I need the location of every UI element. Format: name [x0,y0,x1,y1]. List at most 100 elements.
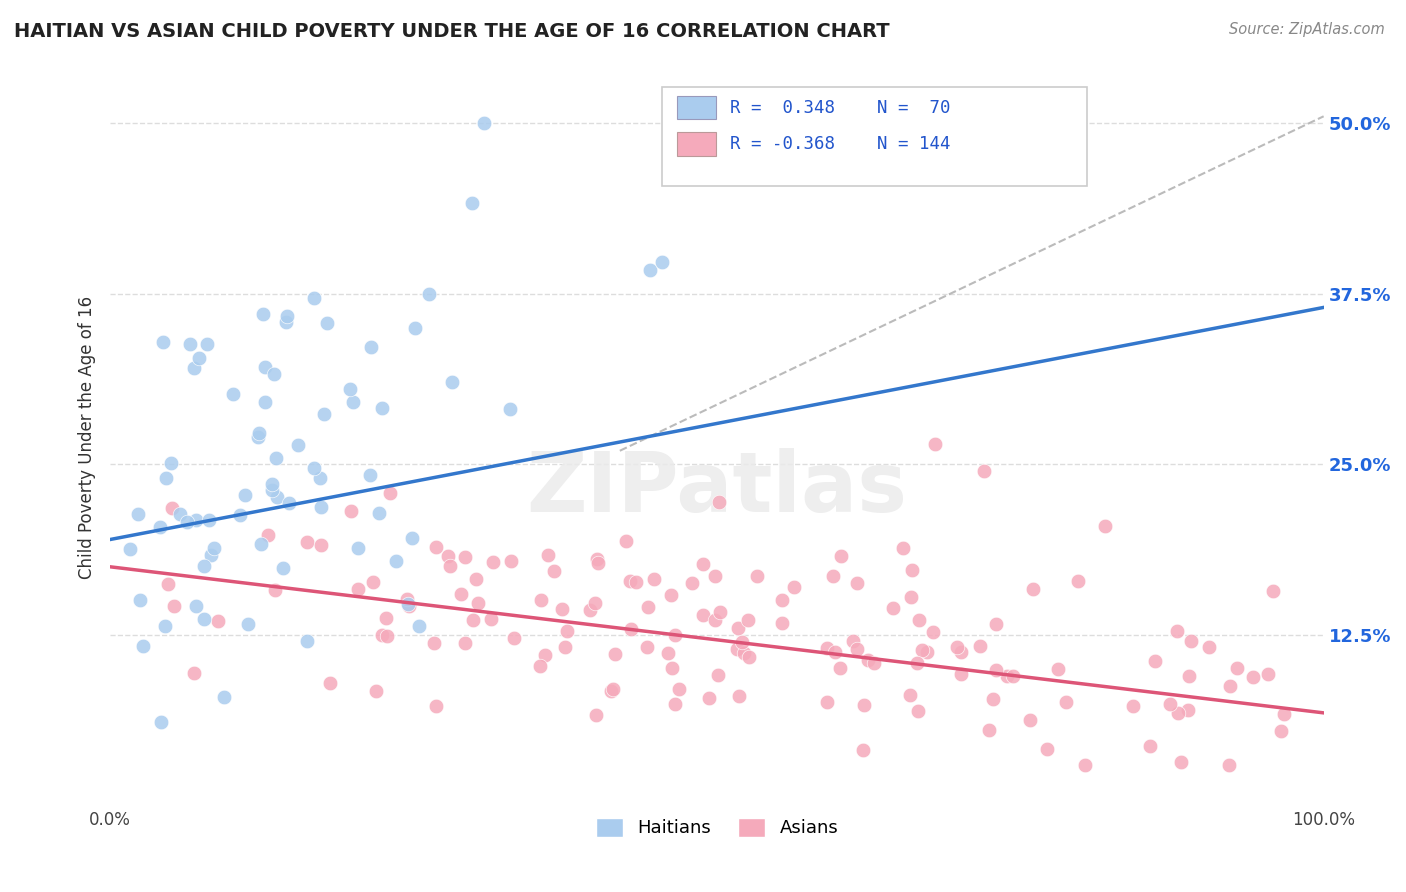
Point [437,549,460,564]
Point [782,580,804,594]
Point [1036,741,1059,756]
Point [664,697,686,711]
Point [643,572,665,586]
Point [1166,624,1188,638]
Point [200,549,222,563]
Point [725,642,748,657]
Point [907,704,929,718]
Point [377,629,399,643]
Point [263,582,285,597]
Point [422,636,444,650]
Point [900,590,922,604]
Point [418,286,440,301]
Point [555,624,578,639]
Point [529,658,551,673]
Point [950,644,973,658]
Point [1177,703,1199,717]
Point [183,665,205,680]
Point [346,582,368,596]
Point [207,614,229,628]
Point [534,648,557,662]
Point [901,564,924,578]
Point [636,640,658,654]
Point [830,549,852,563]
Point [271,561,294,575]
Point [179,336,201,351]
Point [162,501,184,516]
Y-axis label: Child Poverty Under the Age of 16: Child Poverty Under the Age of 16 [79,295,96,579]
Point [529,593,551,607]
Point [276,309,298,323]
Point [260,477,283,491]
Point [620,622,643,636]
Point [202,541,225,555]
Point [235,488,257,502]
Point [824,645,846,659]
Bar [676,95,716,120]
Point [1018,713,1040,727]
Point [1198,640,1220,655]
Point [266,490,288,504]
Point [246,430,269,444]
Point [984,664,1007,678]
Point [603,647,626,661]
Point [772,615,794,630]
Point [585,708,607,723]
Point [401,531,423,545]
Point [697,691,720,706]
Point [707,495,730,509]
Point [263,368,285,382]
Point [188,351,211,365]
Point [1094,519,1116,533]
Point [949,666,972,681]
Point [727,621,749,635]
Point [128,593,150,607]
Point [302,291,325,305]
Point [150,714,173,729]
Point [193,612,215,626]
Text: ZIPatlas: ZIPatlas [526,448,907,529]
Point [425,540,447,554]
Text: R = -0.368    N = 144: R = -0.368 N = 144 [730,135,950,153]
Point [450,587,472,601]
Point [398,599,420,614]
Point [637,599,659,614]
Point [157,577,180,591]
Point [815,641,838,656]
Point [163,599,186,614]
Point [733,646,755,660]
Point [252,307,274,321]
Legend: Haitians, Asians: Haitians, Asians [588,811,845,845]
Point [498,401,520,416]
Point [1272,707,1295,722]
Point [316,316,339,330]
Point [1177,669,1199,683]
Point [250,537,273,551]
Point [366,684,388,698]
Point [863,656,886,670]
Point [600,683,623,698]
Point [149,520,172,534]
Point [1167,706,1189,721]
Point [371,628,394,642]
Point [193,559,215,574]
Point [153,619,176,633]
Point [973,464,995,478]
Point [1218,757,1240,772]
Point [309,471,332,485]
Point [460,196,482,211]
Point [183,361,205,376]
Point [856,652,879,666]
Point [318,676,340,690]
Point [846,575,869,590]
Point [262,483,284,497]
Point [1257,667,1279,681]
Point [995,669,1018,683]
Point [882,600,904,615]
Point [537,549,560,563]
Point [441,375,464,389]
Point [312,407,335,421]
Point [728,689,751,703]
Point [1139,739,1161,753]
Point [1226,661,1249,675]
